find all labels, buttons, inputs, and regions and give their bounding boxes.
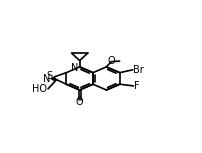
Text: O: O <box>107 56 115 66</box>
Text: HO: HO <box>32 84 47 94</box>
Text: Br: Br <box>133 65 143 75</box>
Text: N: N <box>71 63 78 73</box>
Text: S: S <box>46 71 53 81</box>
Text: F: F <box>134 81 139 91</box>
Text: N: N <box>42 74 50 84</box>
Text: O: O <box>76 97 83 107</box>
